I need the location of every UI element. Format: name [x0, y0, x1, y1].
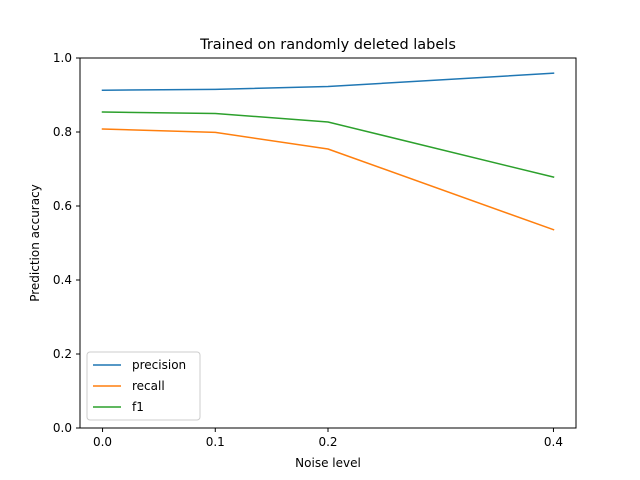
legend-label-recall: recall: [132, 379, 165, 393]
y-tick-label: 0.8: [53, 125, 72, 139]
x-tick-label: 0.1: [206, 435, 225, 449]
y-tick-label: 0.6: [53, 199, 72, 213]
x-axis-label: Noise level: [295, 456, 361, 470]
legend-frame: [86, 351, 201, 421]
legend-label-precision: precision: [132, 358, 186, 372]
series-line-recall: [101, 128, 555, 231]
y-tick-label: 1.0: [53, 51, 72, 65]
x-tick-label: 0.2: [318, 435, 337, 449]
legend: precision recall f1: [86, 351, 201, 421]
y-axis-ticks: 0.0 0.2 0.4 0.6 0.8 1.0: [53, 51, 80, 435]
x-tick-label: 0.0: [93, 435, 112, 449]
x-axis-ticks: 0.0 0.1 0.2 0.4: [93, 428, 563, 449]
y-tick-label: 0.0: [53, 421, 72, 435]
legend-label-f1: f1: [132, 400, 144, 414]
series-line-f1: [101, 111, 555, 179]
chart-title: Trained on randomly deleted labels: [199, 37, 456, 53]
y-tick-label: 0.2: [53, 347, 72, 361]
series-line-precision: [101, 72, 555, 91]
x-tick-label: 0.4: [544, 435, 563, 449]
series-layer: [101, 72, 555, 231]
y-axis-label: Prediction accuracy: [28, 184, 42, 302]
y-tick-label: 0.4: [53, 273, 72, 287]
